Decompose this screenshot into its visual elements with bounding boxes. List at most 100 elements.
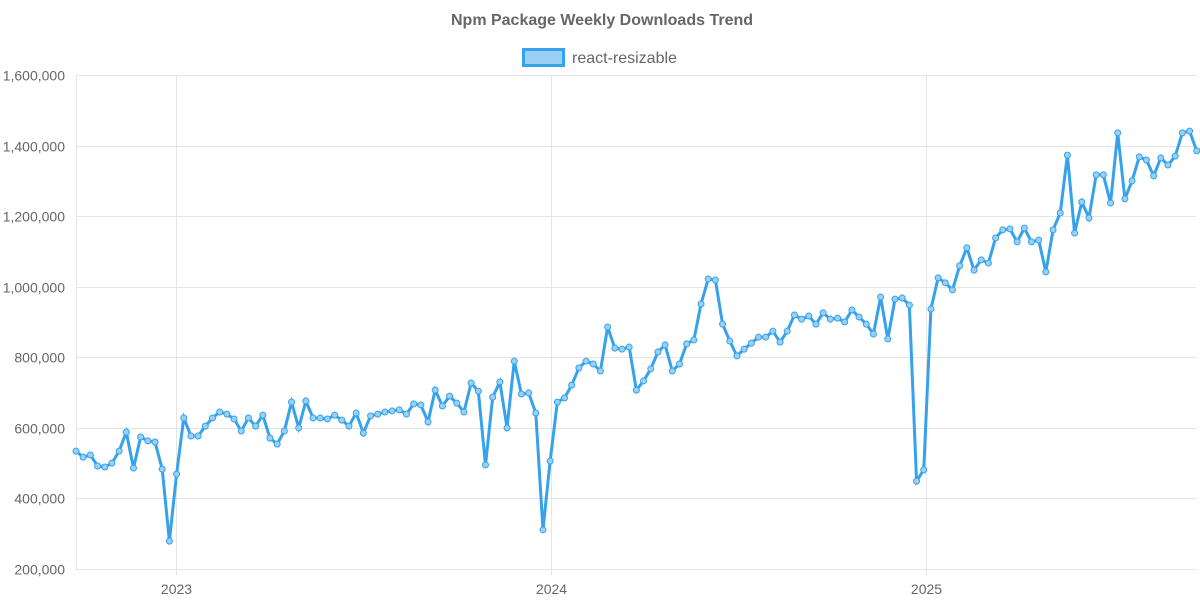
data-point — [237, 427, 245, 435]
data-point — [934, 274, 942, 282]
data-point — [122, 428, 130, 436]
data-point — [596, 367, 604, 375]
data-point — [86, 451, 94, 459]
data-point — [805, 312, 813, 320]
data-point — [963, 244, 971, 252]
legend-swatch[interactable] — [522, 48, 565, 67]
data-point — [1128, 177, 1136, 185]
data-point — [812, 320, 820, 328]
data-point — [948, 286, 956, 294]
data-point — [1157, 154, 1165, 162]
data-point — [783, 327, 791, 335]
data-point — [726, 337, 734, 345]
data-point — [1092, 171, 1100, 179]
chart-title: Npm Package Weekly Downloads Trend — [451, 12, 753, 29]
data-point — [352, 409, 360, 417]
data-point — [417, 401, 425, 409]
data-point — [884, 335, 892, 343]
data-point — [668, 367, 676, 375]
data-point — [273, 440, 281, 448]
data-point — [1049, 226, 1057, 234]
data-point — [180, 414, 188, 422]
data-point — [280, 427, 288, 435]
data-point — [474, 387, 482, 395]
data-point — [970, 266, 978, 274]
data-point — [848, 306, 856, 314]
data-point — [1042, 268, 1050, 276]
data-point — [690, 336, 698, 344]
data-point — [877, 293, 885, 301]
data-point — [94, 462, 102, 470]
x-tick-label: 2023 — [161, 581, 192, 597]
data-point — [1107, 199, 1115, 207]
data-point — [683, 340, 691, 348]
y-tick-label: 400,000 — [14, 491, 65, 507]
data-point — [999, 226, 1007, 234]
data-point — [927, 305, 935, 313]
data-point — [754, 333, 762, 341]
y-tick-label: 800,000 — [14, 350, 65, 366]
data-point — [244, 414, 252, 422]
data-point — [1135, 153, 1143, 161]
y-tick-label: 600,000 — [14, 421, 65, 437]
data-point — [632, 386, 640, 394]
data-point — [402, 410, 410, 418]
data-point — [826, 315, 834, 323]
data-point — [187, 432, 195, 440]
data-point — [266, 434, 274, 442]
data-point — [762, 333, 770, 341]
data-point — [517, 390, 525, 398]
data-point — [381, 408, 389, 416]
data-point — [223, 410, 231, 418]
data-point — [905, 301, 913, 309]
data-point — [316, 414, 324, 422]
y-tick-label: 1,200,000 — [3, 209, 65, 225]
data-point — [338, 416, 346, 424]
data-point — [1142, 156, 1150, 164]
data-point — [446, 392, 454, 400]
data-point — [711, 276, 719, 284]
data-point — [331, 411, 339, 419]
legend[interactable]: react-resizable — [522, 48, 678, 68]
data-point — [467, 379, 475, 387]
data-point — [252, 422, 260, 430]
data-point — [302, 397, 310, 405]
data-point — [675, 360, 683, 368]
data-point — [1150, 172, 1158, 180]
data-point — [719, 320, 727, 328]
x-tick-label: 2025 — [911, 581, 942, 597]
data-point — [891, 295, 899, 303]
data-point — [790, 311, 798, 319]
data-point — [747, 339, 755, 347]
data-point — [956, 262, 964, 270]
data-point — [72, 447, 80, 455]
data-point — [1063, 151, 1071, 159]
data-point — [288, 398, 296, 406]
data-point — [453, 399, 461, 407]
data-point — [151, 438, 159, 446]
data-point — [553, 398, 561, 406]
data-point — [503, 424, 511, 432]
data-point — [108, 459, 116, 467]
data-point — [216, 408, 224, 416]
data-point — [489, 393, 497, 401]
data-point — [367, 412, 375, 420]
data-point — [144, 437, 152, 445]
data-point — [546, 457, 554, 465]
data-point — [582, 357, 590, 365]
data-point — [1078, 198, 1086, 206]
data-point — [115, 447, 123, 455]
data-point — [359, 429, 367, 437]
legend-label[interactable]: react-resizable — [572, 50, 677, 67]
series-line — [75, 129, 1199, 542]
data-point — [460, 408, 468, 416]
data-point — [869, 330, 877, 338]
data-point — [79, 453, 87, 461]
y-tick-label: 1,400,000 — [3, 139, 65, 155]
data-point — [1186, 127, 1194, 135]
data-point — [618, 345, 626, 353]
data-point — [862, 320, 870, 328]
data-point — [992, 234, 1000, 242]
data-point — [1027, 238, 1035, 246]
